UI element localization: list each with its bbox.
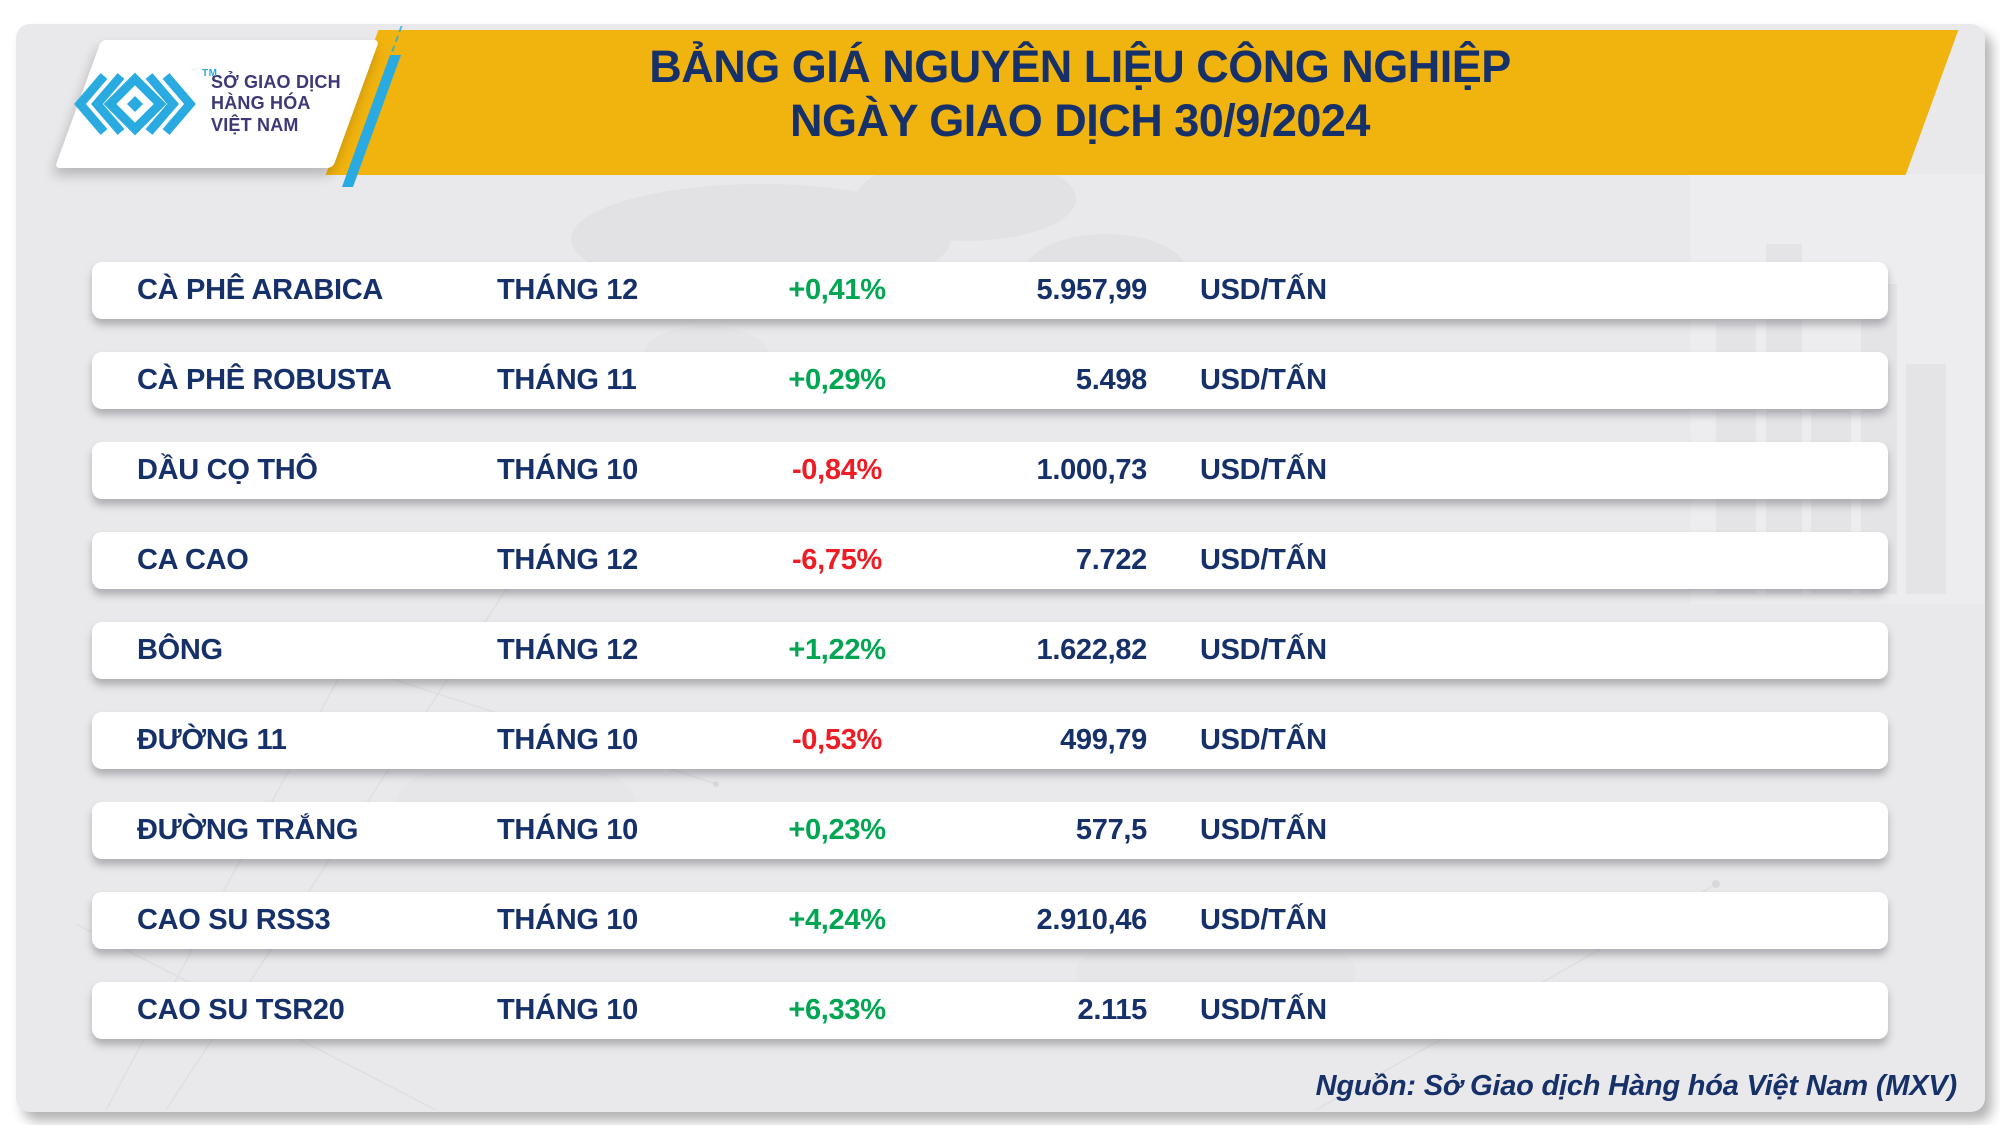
price-value: 5.498 [1075, 364, 1147, 396]
unit-label: USD/TẤN [1200, 634, 1327, 666]
source-note: Nguồn: Sở Giao dịch Hàng hóa Việt Nam (M… [1315, 1070, 1958, 1102]
commodity-name: CÀ PHÊ ARABICA [137, 274, 384, 306]
table-row: CAO SU RSS3 THÁNG 10 +4,24% 2.910,46 USD… [92, 892, 1888, 949]
logo-org-line1: SỞ GIAO DỊCH [211, 72, 341, 93]
price-value: 577,5 [1075, 814, 1147, 846]
logo-org-line2: HÀNG HÓA [211, 93, 311, 114]
table-row: CAO SU TSR20 THÁNG 10 +6,33% 2.115 USD/T… [92, 982, 1888, 1039]
price-value: 5.957,99 [1036, 274, 1148, 306]
commodity-name: DẦU CỌ THÔ [137, 454, 318, 486]
unit-label: USD/TẤN [1200, 994, 1327, 1026]
contract-month: THÁNG 11 [497, 364, 637, 396]
price-value: 1.622,82 [1036, 634, 1148, 666]
commodity-name: CA CAO [137, 544, 249, 576]
commodity-name: ĐƯỜNG TRẮNG [137, 814, 359, 846]
table-row: DẦU CỌ THÔ THÁNG 10 -0,84% 1.000,73 USD/… [92, 442, 1888, 499]
change-value: +0,23% [788, 814, 886, 846]
price-value: 7.722 [1075, 544, 1147, 576]
price-value: 1.000,73 [1036, 454, 1148, 486]
table-row: CÀ PHÊ ROBUSTA THÁNG 11 +0,29% 5.498 USD… [92, 352, 1888, 409]
contract-month: THÁNG 12 [497, 634, 639, 666]
logo-org-name: SỞ GIAO DỊCH HÀNG HÓA VIỆT NAM [211, 72, 341, 136]
page-title-line2: NGÀY GIAO DỊCH 30/9/2024 [790, 95, 1370, 146]
unit-label: USD/TẤN [1200, 724, 1327, 756]
page-title-line1: BẢNG GIÁ NGUYÊN LIỆU CÔNG NGHIỆP [649, 41, 1511, 92]
table-row: BÔNG THÁNG 12 +1,22% 1.622,82 USD/TẤN [92, 622, 1888, 679]
price-value: 499,79 [1060, 724, 1147, 756]
content-card: TM SỞ GIAO DỊCH HÀNG HÓA VIỆT NAM BẢNG G… [16, 24, 1985, 1112]
table-row: ĐƯỜNG 11 THÁNG 10 -0,53% 499,79 USD/TẤN [92, 712, 1888, 769]
unit-label: USD/TẤN [1200, 274, 1327, 306]
table-row: ĐƯỜNG TRẮNG THÁNG 10 +0,23% 577,5 USD/TẤ… [92, 802, 1888, 859]
contract-month: THÁNG 10 [497, 814, 639, 846]
commodity-name: CAO SU TSR20 [137, 994, 345, 1026]
contract-month: THÁNG 10 [497, 724, 639, 756]
change-value: +0,41% [788, 274, 886, 306]
change-value: +6,33% [788, 994, 886, 1026]
change-value: -6,75% [791, 544, 883, 576]
table-row: CA CAO THÁNG 12 -6,75% 7.722 USD/TẤN [92, 532, 1888, 589]
unit-label: USD/TẤN [1200, 814, 1327, 846]
contract-month: THÁNG 10 [497, 904, 639, 936]
change-value: -0,84% [791, 454, 883, 486]
change-value: -0,53% [791, 724, 883, 756]
unit-label: USD/TẤN [1200, 904, 1327, 936]
page-title: BẢNG GIÁ NGUYÊN LIỆU CÔNG NGHIỆP NGÀY GI… [380, 40, 1780, 148]
change-value: +4,24% [788, 904, 886, 936]
table-row: CÀ PHÊ ARABICA THÁNG 12 +0,41% 5.957,99 … [92, 262, 1888, 319]
commodity-name: BÔNG [137, 634, 223, 666]
change-value: +0,29% [788, 364, 886, 396]
price-value: 2.115 [1077, 994, 1148, 1026]
price-value: 2.910,46 [1036, 904, 1148, 936]
unit-label: USD/TẤN [1200, 364, 1327, 396]
unit-label: USD/TẤN [1200, 454, 1327, 486]
commodity-name: CAO SU RSS3 [137, 904, 331, 936]
commodity-name: CÀ PHÊ ROBUSTA [137, 364, 392, 396]
contract-month: THÁNG 12 [497, 544, 639, 576]
price-table: CÀ PHÊ ARABICA THÁNG 12 +0,41% 5.957,99 … [92, 262, 1888, 1072]
mxv-logo: TM SỞ GIAO DỊCH HÀNG HÓA VIỆT NAM [74, 62, 374, 146]
mxv-logo-icon [74, 72, 196, 136]
contract-month: THÁNG 12 [497, 274, 639, 306]
change-value: +1,22% [788, 634, 886, 666]
contract-month: THÁNG 10 [497, 454, 639, 486]
contract-month: THÁNG 10 [497, 994, 639, 1026]
commodity-name: ĐƯỜNG 11 [137, 724, 287, 756]
trademark-label: TM [202, 68, 218, 79]
logo-org-line3: VIỆT NAM [211, 114, 299, 135]
unit-label: USD/TẤN [1200, 544, 1327, 576]
